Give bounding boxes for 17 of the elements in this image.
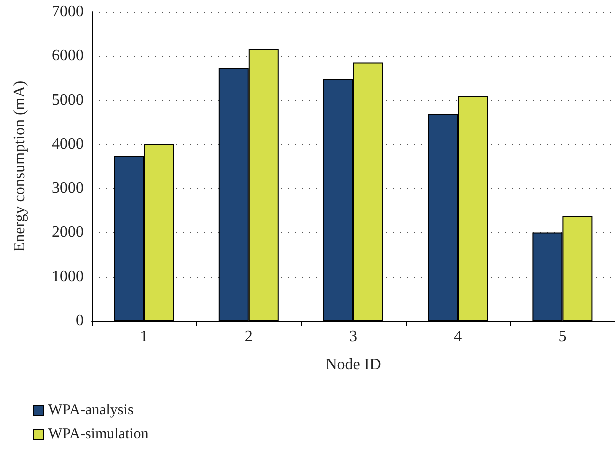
x-axis-title: Node ID <box>326 356 382 374</box>
y-tick-label: 0 <box>76 312 84 330</box>
y-tick-label: 1000 <box>52 268 84 286</box>
y-tick-label: 5000 <box>52 92 84 109</box>
x-tick-label: 4 <box>454 328 462 346</box>
legend-label: WPA-simulation <box>48 426 150 442</box>
x-tick-label: 3 <box>350 328 358 346</box>
y-tick-label: 7000 <box>52 4 84 20</box>
y-tick-label: 6000 <box>52 48 84 65</box>
y-tick-label: 3000 <box>52 180 84 198</box>
y-tick-label: 4000 <box>52 136 84 153</box>
y-tick-label: 2000 <box>52 224 84 242</box>
x-tick-label: 5 <box>558 328 567 346</box>
x-tick-label: 2 <box>244 328 253 346</box>
legend-label: WPA-analysis <box>48 402 134 418</box>
y-axis-title: Energy consumption (mA) <box>12 80 28 252</box>
x-tick-label: 1 <box>140 328 148 346</box>
